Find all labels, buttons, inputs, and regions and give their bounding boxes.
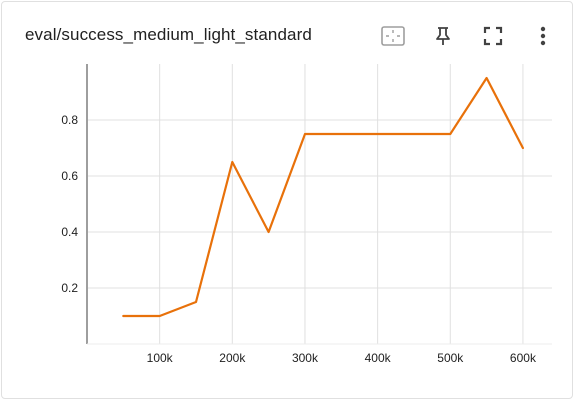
y-tick-label-0: 0.2: [61, 281, 78, 295]
fit-domain-icon[interactable]: [379, 22, 407, 50]
x-tick-label-3: 400k: [365, 351, 392, 365]
chart-title: eval/success_medium_light_standard: [25, 25, 312, 44]
y-tick-label-1: 0.4: [61, 225, 78, 239]
x-tick-label-2: 300k: [292, 351, 319, 365]
fullscreen-icon[interactable]: [479, 22, 507, 50]
pin-icon[interactable]: [429, 22, 457, 50]
more-vert-icon[interactable]: [529, 22, 557, 50]
x-tick-label-5: 600k: [510, 351, 537, 365]
y-tick-label-2: 0.6: [61, 169, 78, 183]
series-line-0: [122, 76, 525, 318]
x-tick-label-0: 100k: [147, 351, 174, 365]
x-tick-label-4: 500k: [437, 351, 464, 365]
y-tick-label-3: 0.8: [61, 113, 78, 127]
x-tick-label-1: 200k: [219, 351, 246, 365]
